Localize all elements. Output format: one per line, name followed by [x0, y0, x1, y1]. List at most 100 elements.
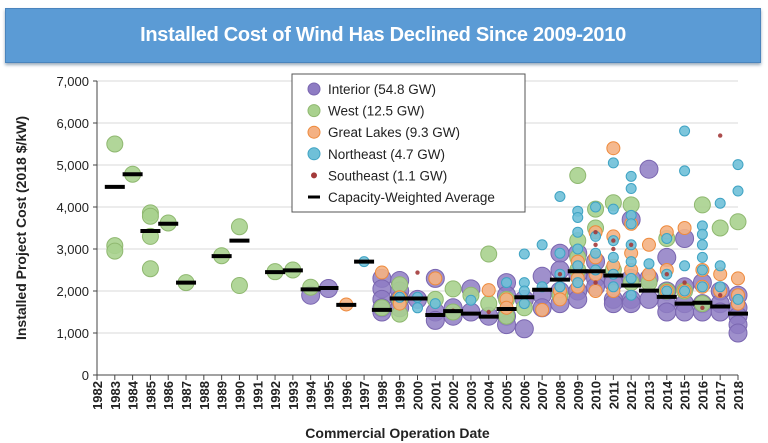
y-tick-label: 7,000 — [56, 74, 89, 89]
data-point-northeast — [518, 298, 530, 310]
data-point-northeast — [661, 285, 673, 297]
data-point-west — [106, 135, 124, 153]
data-point-northeast — [607, 203, 619, 215]
data-point-northeast — [590, 247, 602, 259]
y-tick-label: 3,000 — [56, 242, 89, 257]
legend-marker — [307, 147, 321, 161]
data-point-interior — [728, 323, 748, 343]
x-tick-label: 2017 — [713, 381, 728, 410]
data-point-west — [444, 280, 462, 298]
y-tick-label: 4,000 — [56, 200, 89, 215]
data-point-west — [106, 242, 124, 260]
data-point-southeast — [664, 272, 669, 277]
data-point-northeast — [714, 260, 726, 272]
data-point-west — [480, 295, 498, 313]
data-point-northeast — [572, 277, 584, 289]
x-tick-label: 1982 — [90, 381, 105, 410]
data-point-northeast — [679, 125, 691, 137]
x-tick-label: 1985 — [143, 381, 158, 410]
x-tick-label: 2011 — [606, 381, 621, 409]
x-tick-label: 1999 — [393, 381, 408, 410]
data-point-northeast — [607, 281, 619, 293]
data-point-northeast — [607, 251, 619, 263]
x-axis-title: Commercial Operation Date — [305, 425, 490, 441]
x-tick-label: 2015 — [678, 381, 693, 410]
data-point-northeast — [429, 298, 441, 310]
x-tick-label: 2003 — [464, 381, 479, 410]
data-point-northeast — [696, 239, 708, 251]
legend-label: Southeast (1.1 GW) — [328, 168, 447, 183]
data-point-northeast — [501, 277, 513, 289]
data-point-northeast — [554, 191, 566, 202]
x-tick-label: 2005 — [500, 381, 515, 410]
data-point-northeast — [465, 294, 477, 306]
legend-label: West (12.5 GW) — [328, 104, 425, 119]
x-tick-label: 1995 — [321, 381, 336, 410]
x-tick-label: 1984 — [126, 380, 141, 410]
data-point-northeast — [554, 247, 566, 259]
data-point-northeast — [679, 285, 691, 297]
data-point-northeast — [732, 159, 744, 171]
y-tick-label: 1,000 — [56, 326, 89, 341]
x-tick-label: 2001 — [428, 381, 443, 410]
data-point-northeast — [679, 165, 691, 177]
data-point-southeast — [717, 133, 723, 138]
data-point-great-lakes — [588, 284, 603, 298]
data-point-west — [141, 207, 159, 225]
data-point-northeast — [572, 226, 584, 238]
data-point-northeast — [696, 281, 708, 293]
data-point-west — [230, 277, 248, 295]
data-point-northeast — [696, 228, 708, 240]
x-tick-label: 1983 — [108, 381, 123, 410]
data-point-west — [569, 167, 587, 184]
data-point-great-lakes — [552, 292, 567, 307]
data-point-west — [693, 196, 711, 214]
data-point-northeast — [518, 248, 530, 260]
data-point-northeast — [714, 281, 726, 293]
legend-label: Great Lakes (9.3 GW) — [328, 125, 460, 140]
data-point-west — [729, 213, 747, 231]
data-point-northeast — [590, 201, 602, 213]
x-tick-label: 1988 — [197, 381, 212, 410]
data-point-northeast — [696, 251, 708, 263]
data-point-northeast — [607, 157, 619, 169]
data-point-northeast — [732, 293, 744, 305]
data-point-southeast — [557, 272, 563, 277]
x-tick-label: 1986 — [161, 381, 176, 410]
data-point-northeast — [661, 233, 673, 244]
data-point-west — [141, 260, 159, 278]
data-point-west — [373, 299, 391, 317]
data-point-great-lakes — [535, 302, 550, 317]
x-tick-label: 1993 — [286, 381, 301, 410]
data-point-northeast — [732, 185, 744, 197]
data-point-southeast — [700, 305, 705, 310]
data-point-southeast — [486, 309, 491, 315]
x-tick-label: 1987 — [179, 381, 194, 410]
x-tick-label: 2016 — [695, 381, 710, 410]
legend-box — [291, 73, 526, 213]
data-point-great-lakes — [731, 271, 745, 286]
x-tick-label: 1996 — [339, 381, 354, 410]
x-tick-label: 2013 — [642, 381, 657, 410]
data-point-southeast — [415, 270, 420, 275]
x-tick-label: 2009 — [571, 381, 586, 410]
x-tick-label: 2000 — [411, 381, 426, 410]
data-point-southeast — [593, 242, 598, 247]
x-tick-label: 1990 — [232, 381, 247, 410]
data-point-northeast — [696, 264, 708, 276]
x-tick-label: 2010 — [589, 381, 604, 410]
data-point-west — [480, 245, 498, 263]
y-tick-label: 2,000 — [56, 284, 89, 299]
y-tick-label: 5,000 — [56, 158, 89, 173]
data-point-northeast — [572, 243, 584, 255]
data-point-great-lakes — [428, 271, 443, 286]
data-point-great-lakes — [374, 265, 389, 280]
data-point-southeast — [611, 238, 616, 243]
legend-marker — [307, 125, 321, 139]
x-tick-label: 2002 — [446, 381, 461, 410]
x-tick-label: 1991 — [250, 381, 265, 410]
data-point-northeast — [625, 218, 637, 230]
data-point-southeast — [611, 246, 616, 252]
chart-title-banner: Installed Cost of Wind Has Declined Sinc… — [5, 8, 761, 63]
